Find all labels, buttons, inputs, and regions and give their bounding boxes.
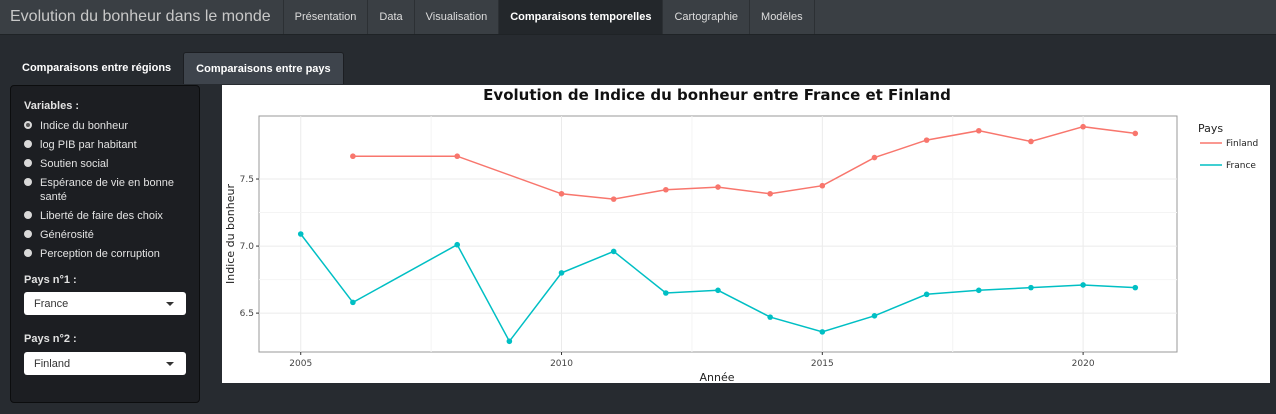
data-point-finland [610, 196, 617, 202]
x-axis-label: Année [699, 371, 734, 383]
pays1-label: Pays n°1 : [24, 274, 77, 286]
app-title: Evolution du bonheur dans le monde [10, 8, 271, 25]
data-point-france [297, 231, 304, 237]
x-tick-label: 2015 [811, 359, 834, 369]
line-chart: Evolution de Indice du bonheur entre Fra… [224, 86, 1258, 383]
data-point-finland [1132, 130, 1139, 137]
radio-label: Soutien social [40, 158, 109, 170]
navbar: Evolution du bonheur dans le monde Prése… [0, 0, 1276, 35]
radio-log-pib[interactable]: log PIB par habitant [24, 138, 194, 152]
tab-visualisation[interactable]: Visualisation [413, 0, 499, 34]
data-point-france [715, 287, 721, 294]
pays1-value: France [34, 297, 69, 310]
legend-label: Finland [1226, 139, 1258, 149]
y-axis-label: Indice du bonheur [224, 184, 237, 284]
radio-label: Indice du bonheur [40, 120, 129, 132]
data-point-finland [350, 153, 356, 160]
subtabs: Comparaisons entre régions Comparaisons … [10, 52, 344, 84]
axis-ticks: 2005 2010 2015 2020 6.5 7.0 7.5 [240, 175, 1095, 369]
radio-liberte-choix[interactable]: Liberté de faire des choix [24, 209, 194, 223]
legend-label: France [1226, 161, 1256, 171]
radio-corruption[interactable]: Perception de corruption [24, 247, 194, 261]
radio-icon [24, 178, 32, 186]
variables-label: Variables : [24, 100, 80, 112]
radio-icon [24, 230, 32, 238]
data-point-finland [1080, 123, 1086, 130]
data-point-finland [819, 182, 826, 189]
data-point-finland [871, 154, 878, 161]
radio-label: Générosité [40, 229, 94, 241]
data-point-finland [1028, 138, 1034, 145]
radio-label: log PIB par habitant [40, 139, 137, 151]
radio-icon [24, 249, 32, 257]
tab-cartographie[interactable]: Cartographie [662, 0, 749, 34]
radio-icon [24, 159, 32, 167]
radio-icon [24, 211, 32, 219]
data-point-france [819, 329, 826, 335]
sidebar-panel: Variables : Indice du bonheur log PIB pa… [10, 85, 200, 403]
radio-label: Liberté de faire des choix [40, 210, 163, 222]
data-point-france [767, 314, 773, 320]
y-tick-label: 6.5 [240, 309, 254, 319]
radio-soutien-social[interactable]: Soutien social [24, 157, 194, 171]
data-point-france [610, 248, 617, 255]
pays2-value: Finland [34, 357, 71, 370]
data-point-finland [767, 190, 773, 197]
legend-title: Pays [1198, 122, 1223, 135]
y-tick-label: 7.5 [240, 175, 254, 185]
data-point-finland [663, 186, 669, 193]
radio-esperance-vie[interactable]: Espérance de vie en bonne santé [24, 176, 194, 204]
data-point-france [1132, 284, 1139, 291]
data-point-france [506, 338, 513, 345]
data-point-france [923, 291, 930, 298]
pays2-select[interactable]: Finland [24, 352, 186, 375]
tab-data[interactable]: Data [367, 0, 413, 34]
data-point-finland [558, 190, 565, 197]
data-point-france [975, 287, 982, 294]
data-point-france [871, 312, 878, 319]
subtab-regions[interactable]: Comparaisons entre régions [22, 62, 172, 74]
radio-generosite[interactable]: Générosité [24, 228, 194, 242]
data-point-france [1028, 284, 1034, 291]
radio-indice-bonheur[interactable]: Indice du bonheur [24, 119, 194, 133]
grid [259, 116, 1177, 352]
data-point-france [1080, 282, 1086, 288]
y-tick-label: 7.0 [240, 242, 255, 252]
series-group [297, 123, 1139, 345]
series-line-france [300, 233, 1136, 343]
data-point-finland [923, 137, 930, 143]
subtab-pays[interactable]: Comparaisons entre pays [183, 52, 344, 84]
data-point-finland [454, 153, 461, 160]
radio-label: Espérance de vie en bonne santé [40, 177, 174, 203]
x-tick-label: 2010 [550, 359, 573, 369]
data-point-france [663, 290, 669, 296]
data-point-france [350, 299, 356, 306]
radio-icon [24, 140, 32, 148]
data-point-france [454, 241, 461, 248]
data-point-france [558, 270, 565, 276]
pays1-select[interactable]: France [24, 292, 186, 315]
series-line-finland [352, 125, 1136, 200]
legend: Pays Finland France [1198, 122, 1258, 171]
tab-comparaisons-temporelles[interactable]: Comparaisons temporelles [498, 0, 663, 34]
x-tick-label: 2020 [1072, 359, 1095, 369]
data-point-finland [715, 184, 721, 190]
x-tick-label: 2005 [289, 359, 312, 369]
plot-area: Evolution de Indice du bonheur entre Fra… [222, 85, 1270, 383]
radio-label: Perception de corruption [40, 248, 160, 260]
tab-modeles[interactable]: Modèles [749, 0, 815, 34]
chevron-down-icon [166, 362, 174, 366]
plot-panel [258, 115, 1178, 353]
radio-checked-icon [24, 121, 32, 129]
data-point-finland [975, 127, 982, 134]
chart-title: Evolution de Indice du bonheur entre Fra… [483, 86, 951, 104]
pays2-label: Pays n°2 : [24, 333, 77, 345]
tab-presentation[interactable]: Présentation [282, 0, 368, 34]
chevron-down-icon [166, 302, 174, 306]
